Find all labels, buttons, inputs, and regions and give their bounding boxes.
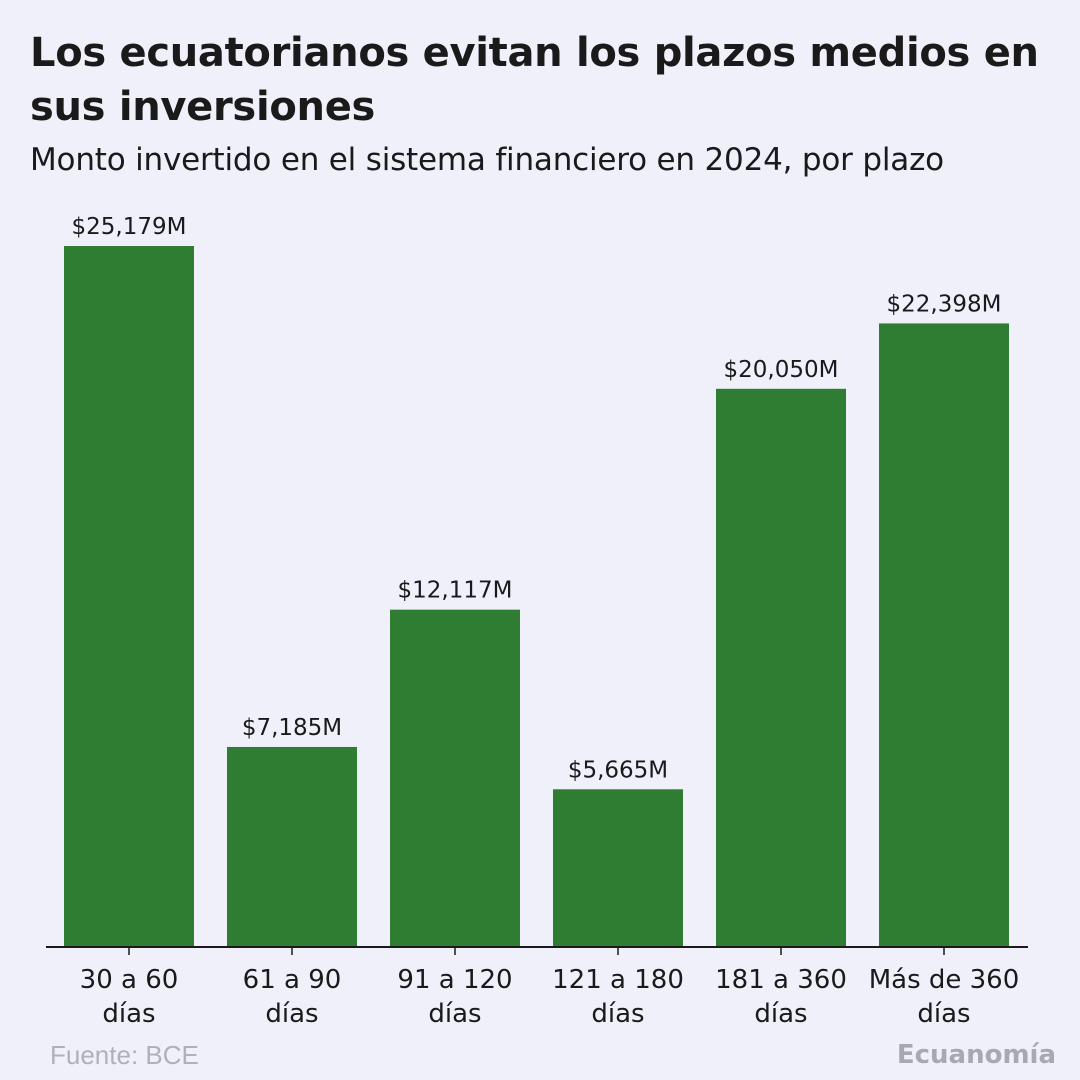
chart-title: Los ecuatorianos evitan los plazos medio…	[30, 30, 1039, 130]
x-tick-label-4: 121 a 180 días	[552, 965, 684, 1029]
x-tick-label-3: 91 a 120 días	[397, 965, 512, 1029]
data-label-1: $25,179M	[72, 214, 187, 240]
data-label-5: $20,050M	[724, 357, 839, 383]
data-label-2: $7,185M	[242, 715, 342, 741]
bar-5	[716, 388, 846, 947]
bar-6	[879, 323, 1009, 947]
brand-logo-text: Ecuanomía	[896, 1040, 1056, 1070]
data-label-4: $5,665M	[568, 757, 668, 783]
x-tick-label-6: Más de 360 días	[869, 965, 1020, 1029]
bar-3	[390, 609, 520, 947]
source-note: Fuente: BCE	[50, 1040, 199, 1070]
chart-subtitle: Monto invertido en el sistema financiero…	[30, 142, 944, 178]
data-label-3: $12,117M	[398, 578, 513, 604]
x-tick-label-2: 61 a 90 días	[243, 965, 342, 1029]
bar-2	[227, 746, 357, 947]
x-tick-label-1: 30 a 60 días	[80, 965, 179, 1029]
data-label-6: $22,398M	[887, 291, 1002, 317]
bar-1	[64, 246, 194, 947]
bar-4	[553, 789, 683, 947]
x-tick-label-5: 181 a 360 días	[715, 965, 847, 1029]
